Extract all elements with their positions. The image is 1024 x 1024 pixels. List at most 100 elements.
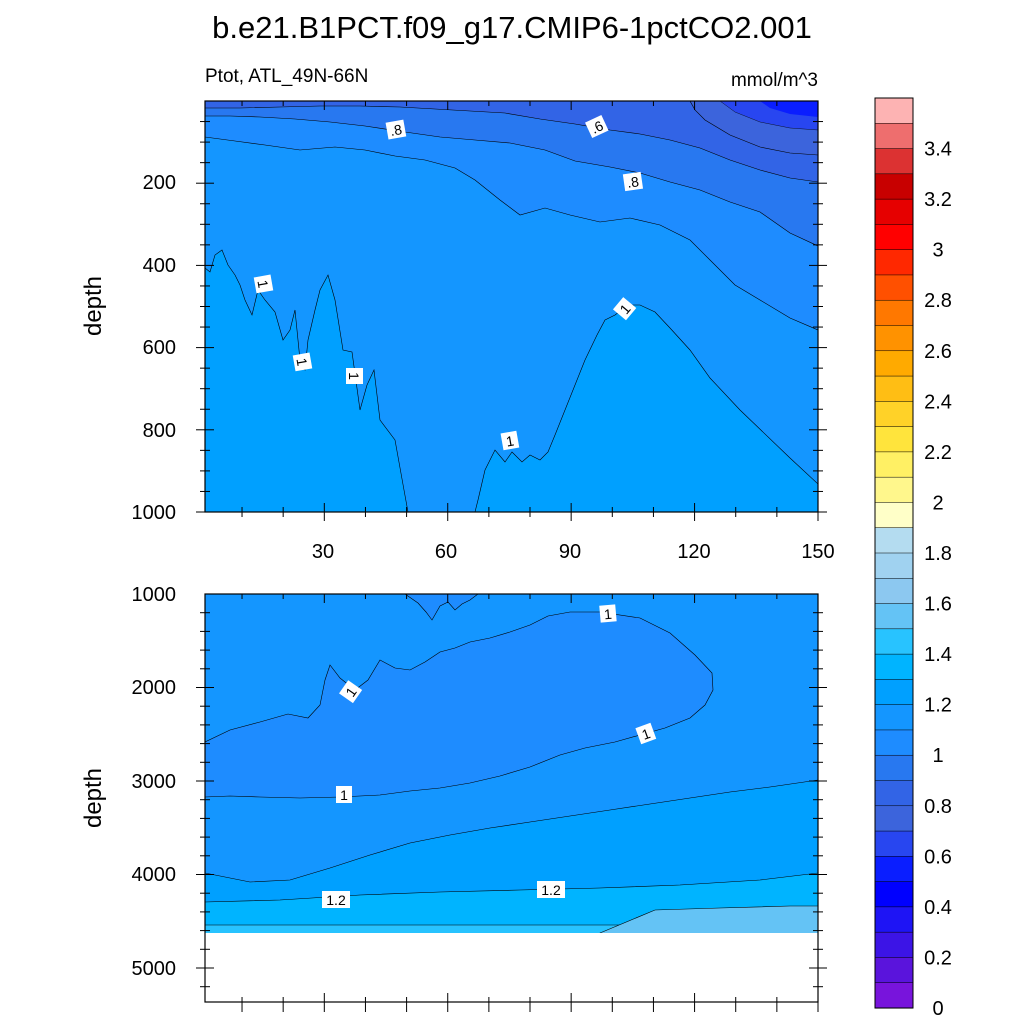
contour-label: 1 <box>292 352 313 372</box>
contour-label: 1 <box>253 274 274 294</box>
colorbar-label: 1.6 <box>924 594 952 616</box>
y-tick-label: 1000 <box>132 502 177 524</box>
contour-label: 1.2 <box>537 881 565 898</box>
svg-text:.8: .8 <box>389 121 403 139</box>
y-tick-label: 600 <box>143 337 176 359</box>
upper-subtitle-right: mmol/m^3 <box>731 70 818 91</box>
contour-label: 1.2 <box>322 891 350 908</box>
colorbar-box <box>874 729 914 756</box>
colorbar-box <box>874 148 914 175</box>
colorbar-label: 2.8 <box>924 290 952 312</box>
colorbar-box <box>874 476 914 503</box>
colorbar-label: 1 <box>932 745 943 767</box>
colorbar-box <box>874 830 914 857</box>
x-tick-label: 120 <box>677 541 710 563</box>
colorbar-label: 1.8 <box>924 543 952 565</box>
colorbar-box <box>874 957 914 984</box>
x-tick-label: 150 <box>801 541 834 563</box>
lower-y-axis-label: depth <box>80 768 107 828</box>
y-tick-label: 1000 <box>132 584 177 606</box>
colorbar: 3.4 3.2 3 2.8 2.6 2.4 2.2 2 1.8 1.6 1.4 1.2 1 0.8 0.6 0… <box>874 97 952 1020</box>
colorbar-box <box>874 97 914 124</box>
colorbar-box <box>874 653 914 680</box>
contour-label: .8 <box>385 119 407 140</box>
colorbar-box <box>874 704 914 731</box>
colorbar-box <box>874 274 914 301</box>
colorbar-label: 3.2 <box>924 189 952 211</box>
upper-region-level-07 <box>205 101 818 183</box>
colorbar-box <box>874 173 914 200</box>
upper-x-tick-labels: 30 60 90 120 150 <box>312 541 835 563</box>
colorbar-label: 3.4 <box>924 139 952 161</box>
colorbar-box <box>874 426 914 453</box>
y-tick-label: 200 <box>143 172 176 194</box>
colorbar-label: 0.6 <box>924 846 952 868</box>
svg-text:1: 1 <box>254 279 271 290</box>
contour-label: .6 <box>585 115 609 139</box>
upper-panel: Ptot, ATL_49N-66N mmol/m^3 .8 .6 <box>80 66 835 563</box>
colorbar-label: 0.8 <box>924 796 952 818</box>
colorbar-labels: 3.4 3.2 3 2.8 2.6 2.4 2.2 2 1.8 1.6 1.4 1.2 1 0.8 0.6 0… <box>924 139 952 1020</box>
colorbar-label: 2 <box>932 492 943 514</box>
colorbar-label: 1.4 <box>924 644 952 666</box>
lower-seafloor-mask <box>205 933 818 1002</box>
upper-contour-labels: .8 .6 .8 1 1 1 <box>253 115 644 451</box>
colorbar-box <box>874 224 914 251</box>
svg-text:1: 1 <box>346 372 362 380</box>
contour-label: 1 <box>500 430 520 451</box>
y-tick-label: 400 <box>143 255 176 277</box>
colorbar-box <box>874 931 914 958</box>
colorbar-boxes <box>874 97 914 1009</box>
lower-y-tick-labels: 1000 2000 3000 4000 5000 <box>132 584 177 980</box>
upper-subtitle-left: Ptot, ATL_49N-66N <box>205 66 368 87</box>
colorbar-box <box>874 401 914 428</box>
x-tick-label: 90 <box>559 541 581 563</box>
lower-plot-frame <box>204 593 819 1003</box>
svg-text:.8: .8 <box>626 173 640 190</box>
contour-label: .8 <box>622 171 644 192</box>
upper-y-tick-labels: 200 400 600 800 1000 <box>132 172 177 524</box>
lower-tick-marks <box>196 594 827 1012</box>
colorbar-box <box>874 603 914 630</box>
colorbar-box <box>874 123 914 150</box>
upper-contour-fill <box>205 101 818 512</box>
colorbar-box <box>874 451 914 478</box>
colorbar-label: 3 <box>932 240 943 262</box>
y-tick-label: 3000 <box>132 771 177 793</box>
contour-label: 1 <box>599 604 617 623</box>
upper-tick-marks <box>196 101 827 521</box>
colorbar-label: 2.4 <box>924 391 952 413</box>
svg-text:1: 1 <box>603 606 612 623</box>
colorbar-box <box>874 375 914 402</box>
colorbar-label: 2.2 <box>924 442 952 464</box>
colorbar-box <box>874 780 914 807</box>
lower-region-level-1 <box>205 611 714 799</box>
svg-text:1: 1 <box>293 357 310 368</box>
y-tick-label: 4000 <box>132 864 177 886</box>
x-tick-label: 30 <box>312 541 334 563</box>
colorbar-label: 0.4 <box>924 897 952 919</box>
lower-panel: 1 1 1 1 1.2 1.2 <box>80 584 827 1012</box>
y-tick-label: 5000 <box>132 958 177 980</box>
colorbar-box <box>874 527 914 554</box>
colorbar-box <box>874 881 914 908</box>
svg-text:1: 1 <box>505 432 516 449</box>
colorbar-box <box>874 299 914 327</box>
colorbar-label: 1.2 <box>924 695 952 717</box>
svg-text:1: 1 <box>340 787 348 803</box>
svg-text:1.2: 1.2 <box>541 882 561 898</box>
x-tick-label: 60 <box>435 541 457 563</box>
contour-label: 1 <box>612 297 637 321</box>
colorbar-box <box>874 578 914 605</box>
contour-label: 1 <box>346 368 363 384</box>
colorbar-label: 0.2 <box>924 947 952 969</box>
figure-title: b.e21.B1PCT.f09_g17.CMIP6-1pctCO2.001 <box>212 10 812 45</box>
colorbar-frame <box>874 97 914 1009</box>
lower-contour-labels: 1 1 1 1 1.2 1.2 <box>322 604 657 908</box>
colorbar-box <box>874 805 914 832</box>
y-tick-label: 800 <box>143 420 176 442</box>
colorbar-box <box>874 350 914 377</box>
colorbar-box <box>874 856 914 883</box>
colorbar-box <box>874 249 914 276</box>
